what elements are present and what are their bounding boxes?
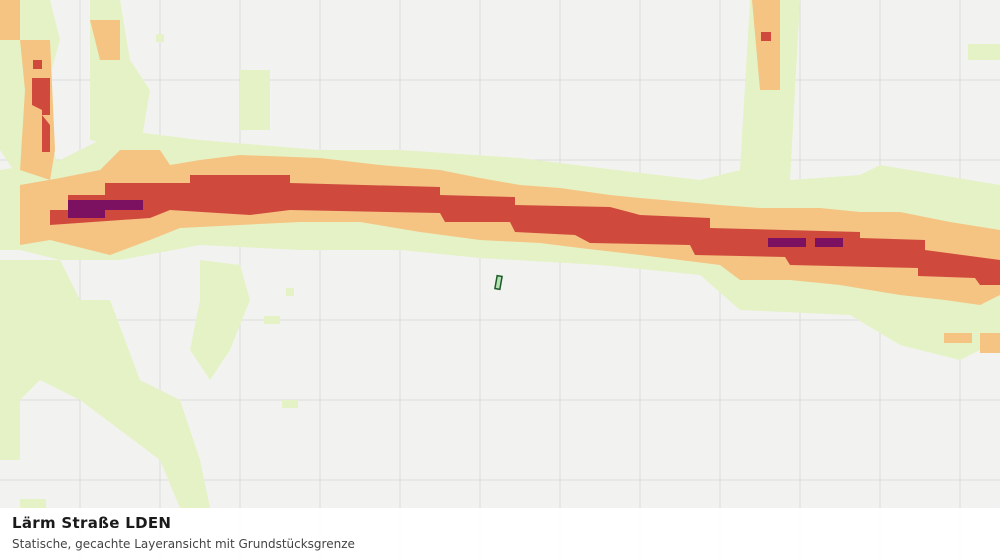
noise-high (32, 32, 1000, 285)
legend-panel: Lärm Straße LDEN Statische, gecachte Lay… (0, 508, 1000, 560)
layer-subtitle: Statische, gecachte Layeransicht mit Gru… (12, 537, 355, 551)
noise-very-high (68, 200, 843, 247)
parcel-boundary (494, 274, 503, 291)
layer-title: Lärm Straße LDEN (12, 514, 172, 532)
